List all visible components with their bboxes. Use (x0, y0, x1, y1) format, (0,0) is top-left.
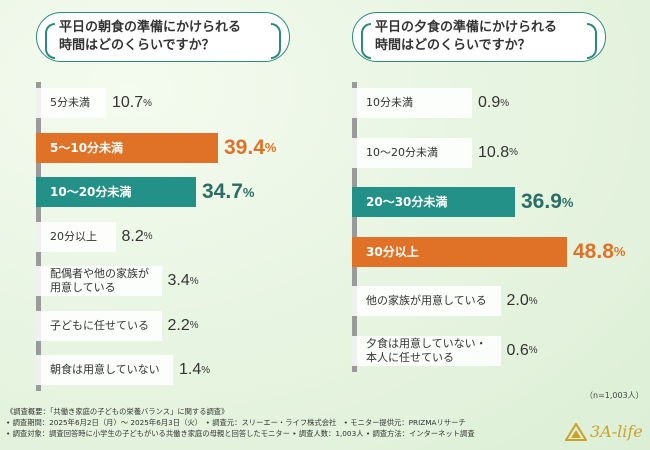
value-label: 10.8% (478, 143, 518, 161)
bar-label: 夕食は用意していない・ 本人に任せている (366, 336, 487, 364)
percent-unit: % (143, 231, 153, 242)
bar (352, 236, 567, 267)
value-label: 48.8% (573, 239, 626, 263)
value-label: 2.0% (506, 292, 538, 309)
bar-label: 20〜30分未満 (366, 195, 448, 209)
value-label: 1.4% (179, 361, 211, 378)
bar (352, 187, 515, 217)
percent-unit: % (528, 345, 538, 356)
bar-label: 30分以上 (366, 244, 419, 259)
bar-label: 配偶者や他の家族が 用意している (50, 267, 149, 294)
value-label: 39.4% (224, 135, 277, 159)
sample-size-note: （n=1,003人） (585, 391, 644, 400)
bar (352, 88, 472, 118)
logo-icon (565, 422, 587, 441)
title-line-2: 時間はどのくらいですか？ (59, 38, 215, 53)
bar-label: 他の家族が用意している (366, 294, 487, 307)
title-bracket-left (361, 23, 371, 59)
bar (352, 137, 472, 168)
bar (36, 310, 162, 341)
title-line-2: 時間はどのくらいですか？ (375, 38, 531, 53)
bar-label: 5分未満 (50, 96, 90, 109)
percent-unit: % (528, 295, 538, 307)
bar-label: 10分未満 (366, 96, 413, 109)
percent-unit: % (201, 364, 211, 376)
brand-logo: 3A-life (565, 422, 643, 441)
value-label: 2.2% (167, 316, 199, 334)
percent-unit: % (509, 147, 518, 158)
footer-line: • 調査対象：調査回答時に小学生の子どもがいる共働き家庭の母親と回答したモニター… (6, 429, 475, 438)
value-label: 10.7% (112, 94, 152, 111)
bar-label: 10〜20分未満 (50, 185, 132, 199)
percent-unit: % (189, 320, 199, 331)
logo-text: 3A-life (590, 422, 643, 441)
percent-unit: % (189, 275, 199, 287)
dinner-axis (352, 82, 357, 372)
survey-footer: 《調査概要：「共働き家庭の子どもの栄養バランス」に関する調査》 • 調査期間：2… (6, 406, 526, 439)
breakfast-chart-title: 平日の朝食の準備にかけられる 時間はどのくらいですか？ (36, 12, 290, 62)
percent-unit: % (561, 194, 574, 210)
title-line-1: 平日の朝食の準備にかけられる (59, 20, 242, 35)
percent-unit: % (242, 184, 255, 200)
bar-label: 20分以上 (50, 229, 97, 243)
title-bracket-right (271, 23, 281, 59)
value-label: 3.4% (167, 272, 199, 289)
footer-line: • 調査期間：2025年6月2日（月）〜 2025年6月3日（火） • 調査元：… (6, 418, 466, 427)
title-bracket-left (45, 23, 55, 59)
bar-label: 10〜20分未満 (366, 145, 438, 159)
bar (352, 286, 501, 316)
value-label: 8.2% (121, 227, 153, 245)
value-label: 34.7% (202, 180, 255, 203)
breakfast-chart: 平日の朝食の準備にかけられる 時間はどのくらいですか？ 5分未満 10.7% 5〜1… (22, 8, 322, 393)
percent-unit: % (264, 140, 277, 155)
value-label: 0.9% (478, 94, 510, 111)
bar-label: 子どもに任せている (50, 318, 149, 332)
percent-unit: % (500, 97, 510, 109)
bar (36, 132, 218, 163)
value-label: 36.9% (521, 190, 574, 213)
bar-label: 5〜10分未満 (50, 140, 124, 155)
percent-unit: % (143, 97, 152, 109)
bar (36, 177, 196, 207)
footer-line: 《調査概要：「共働き家庭の子どもの栄養バランス」に関する調査》 (6, 407, 229, 416)
title-bracket-right (587, 23, 597, 59)
bar (36, 88, 106, 118)
dinner-chart: 平日の夕食の準備にかけられる 時間はどのくらいですか？ 10分未満 0.9% 10〜… (338, 8, 638, 393)
bar-label: 朝食は用意していない (50, 363, 160, 376)
value-label: 0.6% (506, 341, 538, 359)
bar (36, 266, 162, 296)
bar (352, 335, 501, 366)
dinner-chart-title: 平日の夕食の準備にかけられる 時間はどのくらいですか？ (352, 12, 606, 62)
percent-unit: % (613, 244, 626, 259)
bar (36, 355, 173, 385)
title-line-1: 平日の夕食の準備にかけられる (375, 20, 558, 35)
bar (36, 221, 116, 252)
